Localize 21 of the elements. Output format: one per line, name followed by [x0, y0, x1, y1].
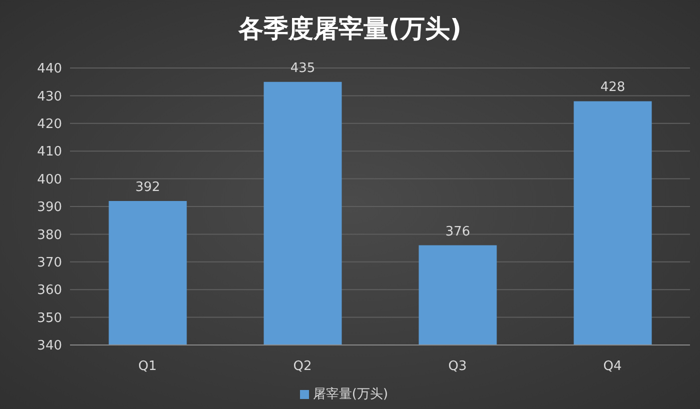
y-tick-label: 350: [37, 310, 62, 326]
y-tick-label: 420: [37, 117, 62, 132]
y-tick-label: 360: [37, 283, 62, 298]
x-tick-label: Q4: [603, 359, 622, 374]
y-tick-label: 430: [37, 89, 62, 104]
x-tick-label: Q2: [293, 359, 312, 374]
legend-label: 屠宰量(万头): [312, 387, 388, 402]
data-label: 435: [290, 60, 316, 76]
y-tick-label: 410: [37, 144, 62, 160]
y-tick-label: 390: [37, 200, 62, 216]
data-label: 428: [600, 80, 626, 96]
x-tick-label: Q1: [138, 359, 157, 374]
y-tick-label: 400: [37, 172, 62, 188]
x-tick-label: Q3: [448, 359, 467, 374]
y-tick-label: 370: [37, 256, 62, 271]
y-tick-label: 380: [37, 228, 62, 243]
chart-title: 各季度屠宰量(万头): [237, 13, 462, 45]
data-label: 376: [445, 224, 470, 240]
y-tick-label: 340: [37, 338, 62, 354]
y-tick-label: 440: [37, 62, 62, 77]
data-label: 392: [135, 180, 160, 195]
